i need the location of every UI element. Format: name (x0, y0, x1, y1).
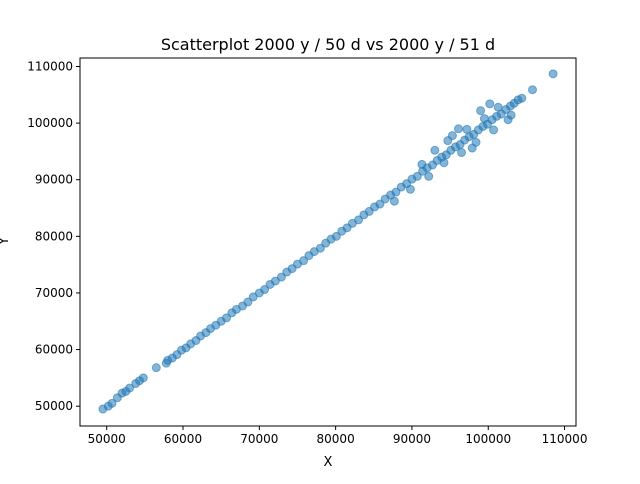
scatter-point (493, 102, 503, 112)
scatter-point (222, 313, 232, 323)
y-tick-label: 90000 (35, 173, 73, 187)
scatter-point (125, 383, 135, 393)
scatter-point (315, 243, 325, 253)
x-axis-label: X (324, 455, 333, 470)
scatter-point (299, 256, 309, 266)
x-tick-label: 90000 (393, 432, 431, 446)
y-tick-label: 80000 (35, 229, 73, 243)
scatter-point (412, 171, 422, 181)
scatter-point (417, 159, 427, 169)
scatter-point (457, 148, 467, 158)
scatter-point (517, 93, 527, 103)
x-tick-label: 50000 (88, 432, 126, 446)
x-tick-label: 70000 (240, 432, 278, 446)
x-tick-label: 100000 (465, 432, 511, 446)
y-axis-label: Y (0, 237, 12, 246)
scatter-point (424, 171, 434, 181)
y-tick-label: 60000 (35, 343, 73, 357)
scatter-point (479, 114, 489, 124)
data-points (98, 69, 558, 414)
scatter-point (151, 363, 161, 373)
scatter-point (243, 297, 253, 307)
scatter-point (506, 110, 516, 120)
scatter-point (443, 136, 453, 146)
scatter-point (476, 106, 486, 116)
scatter-point (405, 184, 415, 194)
scatter-point (489, 125, 499, 135)
plot-frame (79, 57, 577, 427)
scatter-point (331, 231, 341, 241)
y-tick-label: 100000 (27, 116, 73, 130)
scatter-point (354, 215, 364, 225)
scatter-point (260, 285, 270, 295)
scatter-point (138, 373, 148, 383)
axis-ticks: 50000 60000 70000 80000 90000 100000 110000 500… (27, 59, 587, 446)
x-tick-label: 60000 (164, 432, 202, 446)
scatter-point (391, 187, 401, 197)
y-tick-label: 50000 (35, 399, 73, 413)
y-tick-label: 70000 (35, 286, 73, 300)
scatter-point (389, 196, 399, 206)
scatter-point (430, 145, 440, 155)
chart-title: Scatterplot 2000 y / 50 d vs 2000 y / 51… (161, 35, 495, 54)
x-tick-label: 110000 (542, 432, 588, 446)
x-tick-label: 80000 (317, 432, 355, 446)
scatter-point (276, 272, 286, 282)
y-tick-label: 110000 (27, 59, 73, 73)
scatter-point (528, 85, 538, 95)
scatter-point (548, 69, 558, 79)
scatter-point (485, 99, 495, 109)
scatter-point (439, 158, 449, 168)
scatter-point (375, 199, 385, 209)
scatter-point (467, 143, 477, 153)
scatter-point (107, 398, 117, 408)
scatter-point (462, 124, 472, 134)
scatter-point (453, 124, 463, 134)
